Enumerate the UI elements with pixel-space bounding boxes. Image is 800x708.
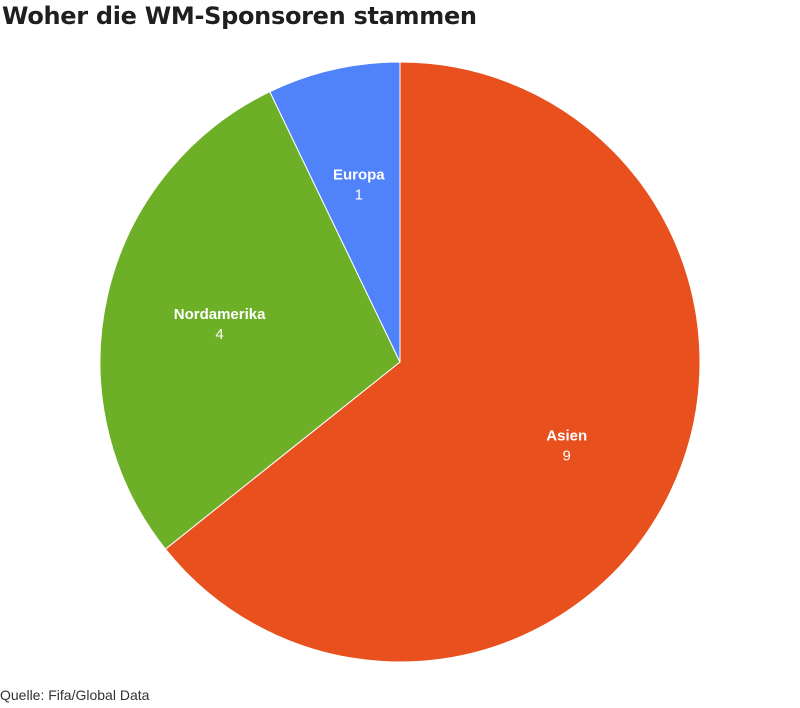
- slice-value-nordamerika: 4: [215, 326, 223, 343]
- chart-title: Woher die WM-Sponsoren stammen: [2, 2, 477, 30]
- pie-slices: [99, 61, 701, 663]
- slice-value-asien: 9: [563, 447, 571, 464]
- source-note: Quelle: Fifa/Global Data: [0, 687, 150, 703]
- slice-label-nordamerika: Nordamerika: [174, 306, 266, 323]
- slice-label-asien: Asien: [546, 427, 587, 444]
- pie-labels: Asien 9 Nordamerika 4 Europa 1: [174, 167, 587, 465]
- slice-value-europa: 1: [355, 187, 363, 204]
- slice-label-europa: Europa: [333, 167, 385, 184]
- pie-slice-asien: [164, 61, 701, 663]
- pie-slice-europa: [269, 61, 401, 363]
- pie-slice-nordamerika: [99, 91, 401, 550]
